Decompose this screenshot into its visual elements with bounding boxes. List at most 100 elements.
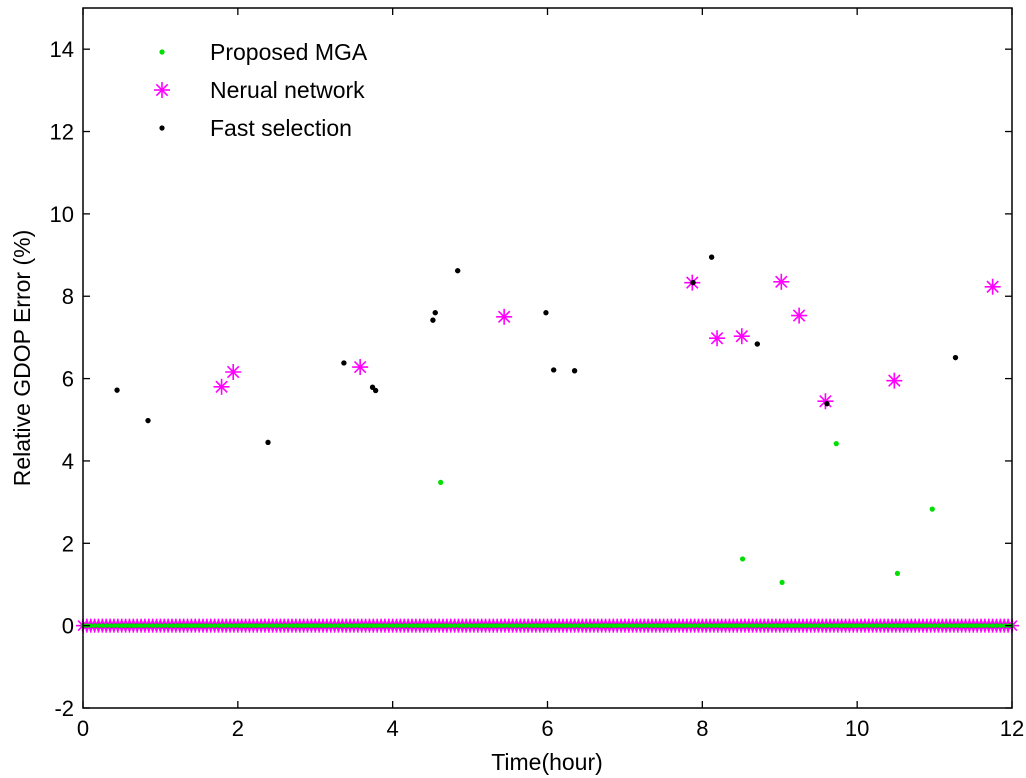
baseline-markers <box>76 618 1019 633</box>
baseline-point <box>281 623 287 628</box>
baseline-point <box>347 623 353 628</box>
baseline-point <box>289 623 295 628</box>
baseline-point <box>374 623 380 628</box>
data-point <box>265 439 271 446</box>
x-tick-label: 4 <box>387 716 399 741</box>
baseline-point <box>769 623 775 628</box>
baseline-point <box>378 623 384 628</box>
baseline-point <box>487 623 492 628</box>
baseline-point <box>881 623 887 628</box>
baseline-point <box>990 623 995 628</box>
baseline-point <box>529 623 535 628</box>
baseline-point <box>645 623 651 628</box>
legend-item: Proposed MGA <box>159 39 368 65</box>
baseline-point <box>343 623 349 628</box>
baseline-point <box>247 623 252 628</box>
baseline-point <box>723 623 728 628</box>
baseline-point <box>355 623 361 628</box>
baseline-point <box>765 623 771 628</box>
baseline-point <box>235 623 241 628</box>
baseline-point <box>630 623 635 628</box>
baseline-point <box>994 623 999 628</box>
baseline-point <box>738 623 744 628</box>
x-tick-label: 12 <box>1000 716 1024 741</box>
baseline-point <box>661 623 666 628</box>
baseline-point <box>158 623 163 628</box>
baseline-point <box>301 623 306 628</box>
baseline-point <box>394 623 399 628</box>
data-point <box>824 401 830 407</box>
baseline-point <box>491 623 496 628</box>
baseline-point <box>580 623 585 628</box>
baseline-point <box>893 623 899 628</box>
baseline-point <box>928 623 934 628</box>
baseline-point <box>285 623 291 628</box>
baseline-point <box>920 623 926 628</box>
baseline-point <box>963 623 968 628</box>
baseline-point <box>115 623 121 628</box>
data-point <box>739 556 746 562</box>
baseline-point <box>316 623 322 628</box>
baseline-point <box>781 623 786 628</box>
baseline-point <box>541 623 546 628</box>
x-tick-label: 0 <box>77 716 89 741</box>
baseline-point <box>181 623 186 628</box>
baseline-point <box>270 623 275 628</box>
data-point <box>145 417 151 424</box>
baseline-point <box>386 623 392 628</box>
legend-label: Fast selection <box>210 115 352 141</box>
baseline-point <box>940 623 945 628</box>
baseline-point <box>843 623 848 628</box>
data-point <box>543 310 549 316</box>
baseline-point <box>371 623 376 628</box>
baseline-point <box>525 623 531 628</box>
y-tick-label: -2 <box>54 696 74 721</box>
baseline-point <box>936 623 941 628</box>
baseline-point <box>161 623 167 628</box>
baseline-point <box>777 623 783 628</box>
baseline-point <box>827 623 833 628</box>
y-tick-label: 2 <box>62 531 74 556</box>
baseline-point <box>131 623 136 628</box>
baseline-point <box>351 623 357 628</box>
baseline-point <box>812 623 817 628</box>
baseline-point <box>618 623 624 628</box>
baseline-point <box>479 623 484 628</box>
baseline-point <box>727 623 732 628</box>
data-point <box>791 307 808 324</box>
baseline-point <box>92 623 97 628</box>
baseline-point <box>885 623 891 628</box>
baseline-point <box>463 623 469 628</box>
baseline-point <box>816 623 821 628</box>
baseline-point <box>514 623 519 628</box>
baseline-point <box>417 623 423 628</box>
baseline-point <box>254 623 260 628</box>
baseline-point <box>901 623 906 628</box>
baseline-point <box>212 623 217 628</box>
baseline-point <box>703 623 709 628</box>
data-point <box>432 310 438 316</box>
baseline-point <box>165 623 171 628</box>
baseline-point <box>924 623 930 628</box>
data-point <box>894 570 901 576</box>
baseline-point <box>340 623 345 628</box>
baseline-point <box>808 623 814 628</box>
baseline-point <box>134 623 140 628</box>
baseline-point <box>440 623 446 628</box>
baseline-point <box>123 623 128 628</box>
baseline-point <box>742 623 748 628</box>
baseline-point <box>792 623 798 628</box>
baseline-point <box>734 623 740 628</box>
baseline-point <box>533 623 539 628</box>
data-point <box>984 278 1001 295</box>
baseline-point <box>719 623 724 628</box>
baseline-point <box>297 623 303 628</box>
y-tick-label: 6 <box>62 367 74 392</box>
data-point <box>455 268 461 274</box>
baseline-point <box>223 623 229 628</box>
baseline-point <box>874 623 879 628</box>
baseline-point <box>854 623 860 628</box>
baseline-point <box>711 623 717 628</box>
legend-marker <box>159 49 165 55</box>
